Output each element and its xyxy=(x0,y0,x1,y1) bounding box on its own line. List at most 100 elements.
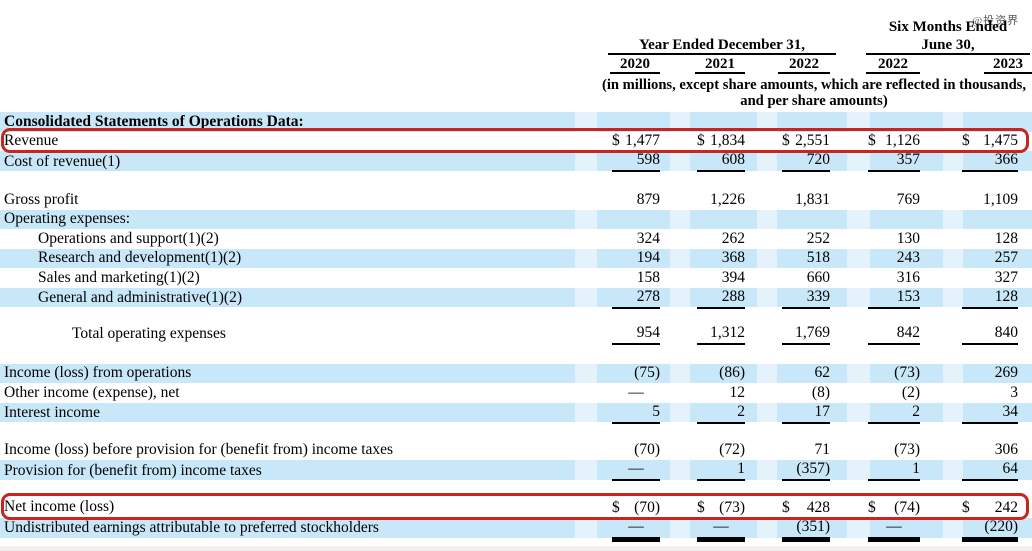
double-rule xyxy=(868,538,920,542)
value-cell-fy2022: 1,831 xyxy=(757,190,847,210)
value-cell-fy2022 xyxy=(757,307,847,323)
value: 2,551 xyxy=(795,132,830,149)
value-cell-fy2021: 288 xyxy=(670,288,757,309)
row-label: Undistributed earnings attributable to p… xyxy=(4,519,379,536)
value: 428 xyxy=(806,498,830,516)
value-cell-fy2020: — xyxy=(597,518,670,539)
currency-symbol: $ xyxy=(962,132,970,149)
value: (220) xyxy=(984,517,1018,535)
value: 366 xyxy=(994,151,1018,168)
value: 1,477 xyxy=(625,132,660,149)
value-cell-fy2022: (351) xyxy=(757,518,847,539)
value: 1,226 xyxy=(710,190,745,208)
value-cell-h1-2023: 327 xyxy=(943,268,1032,288)
value: 34 xyxy=(1002,402,1019,420)
value: 842 xyxy=(896,323,920,341)
row-label: Cost of revenue(1) xyxy=(4,152,121,170)
value-box: 316 xyxy=(868,268,920,288)
value: 128 xyxy=(994,287,1018,305)
currency-symbol: $ xyxy=(697,132,705,149)
value: (357) xyxy=(796,460,830,477)
value-cell-h1-2022: $1,126 xyxy=(847,132,943,152)
value-box: 720 xyxy=(782,151,830,172)
value-cell-h1-2022: — xyxy=(847,518,943,539)
value-cell-fy2021: 1,226 xyxy=(670,190,757,210)
table-row: Other income (expense), net — 12 (8) (2) 3 xyxy=(0,383,1032,403)
value-box: 243 xyxy=(868,249,920,269)
value-cell-fy2022: 518 xyxy=(757,249,847,269)
value-cell-fy2020: $1,477 xyxy=(597,132,670,152)
value-box: 128 xyxy=(962,288,1018,309)
row-label: Provision for (benefit from) income taxe… xyxy=(4,461,262,479)
value-box: 257 xyxy=(962,249,1018,269)
currency-symbol: $ xyxy=(782,498,790,516)
value: (75) xyxy=(634,364,660,381)
table-row: Income (loss) before provision for (bene… xyxy=(0,441,1032,461)
value-cell-fy2020: 324 xyxy=(597,229,670,249)
value-box: 62 xyxy=(782,364,831,384)
double-rule-row xyxy=(0,538,1032,546)
value-cell-fy2022 xyxy=(757,480,847,496)
value-cell-fy2021 xyxy=(670,345,757,364)
value-cell-h1-2023: 3 xyxy=(943,383,1032,403)
value-cell-fy2020 xyxy=(597,480,670,496)
value-cell-fy2021: (72) xyxy=(670,441,757,461)
value-box: 1,831 xyxy=(782,190,830,210)
value-box: $428 xyxy=(782,496,830,518)
value-box: 153 xyxy=(868,288,920,309)
row-label: Income (loss) before provision for (bene… xyxy=(4,441,394,459)
value-box: 158 xyxy=(612,268,660,288)
table-row: Operations and support(1)(2) 324 262 252 130… xyxy=(0,229,1032,249)
value: 769 xyxy=(896,190,920,208)
value: 357 xyxy=(896,151,920,168)
value-box: $ (74) xyxy=(868,496,920,518)
value-cell-fy2021 xyxy=(670,210,757,230)
value-cell-h1-2023: $242 xyxy=(943,496,1032,518)
value: 720 xyxy=(806,151,830,168)
table-row: Gross profit 879 1,226 1,831 769 1,109 xyxy=(0,190,1032,210)
value-box: $1,475 xyxy=(962,132,1018,152)
value-cell-h1-2023 xyxy=(943,307,1032,323)
value-cell-fy2021: 1 xyxy=(670,460,757,481)
row-label xyxy=(0,538,597,546)
value-cell-h1-2022: 316 xyxy=(847,268,943,288)
value: 840 xyxy=(994,323,1018,341)
value-cell-h1-2022 xyxy=(847,307,943,323)
currency-symbol: $ xyxy=(962,498,970,516)
value: (72) xyxy=(719,441,745,458)
value-cell-fy2020 xyxy=(597,210,670,230)
value-cell-h1-2023 xyxy=(943,345,1032,364)
value: 1,831 xyxy=(795,190,830,208)
value-box: 262 xyxy=(697,229,745,249)
value-cell-fy2022: 720 xyxy=(757,151,847,172)
column-header-2022-six-months: 2022 xyxy=(866,57,920,74)
row-label: Net income (loss) xyxy=(4,497,115,515)
value-cell-fy2020 xyxy=(597,538,670,546)
column-header-2022: 2022 xyxy=(778,57,830,74)
row-label: Revenue xyxy=(4,132,59,150)
value-box: (73) xyxy=(868,364,920,384)
double-rule xyxy=(697,538,745,542)
value: 339 xyxy=(806,287,830,305)
table-row: Revenue $1,477 $1,834 $2,551 $1,126 $1,475 xyxy=(0,132,1032,152)
value-cell-h1-2023: 840 xyxy=(943,323,1032,345)
value-box: 71 xyxy=(782,441,831,461)
value-cell-fy2020: 194 xyxy=(597,249,670,269)
value-cell-fy2021: $1,834 xyxy=(670,132,757,152)
value-box: (70) xyxy=(612,441,660,461)
value-box: 842 xyxy=(868,323,920,345)
value-box: — xyxy=(612,460,660,481)
value-cell-fy2022: 71 xyxy=(757,441,847,461)
row-label: Other income (expense), net xyxy=(4,383,180,401)
value-cell-h1-2022 xyxy=(847,112,943,132)
value-box: $ (70) xyxy=(612,496,660,518)
value-cell-fy2022 xyxy=(757,538,847,546)
value-cell-h1-2022: 153 xyxy=(847,288,943,309)
value-cell-h1-2022: $ (74) xyxy=(847,496,943,518)
value: 879 xyxy=(636,190,660,208)
value: 269 xyxy=(994,364,1018,381)
value-cell-h1-2023: (220) xyxy=(943,518,1032,539)
value: 71 xyxy=(814,441,831,458)
value: — xyxy=(628,383,644,401)
value: 660 xyxy=(806,268,830,286)
